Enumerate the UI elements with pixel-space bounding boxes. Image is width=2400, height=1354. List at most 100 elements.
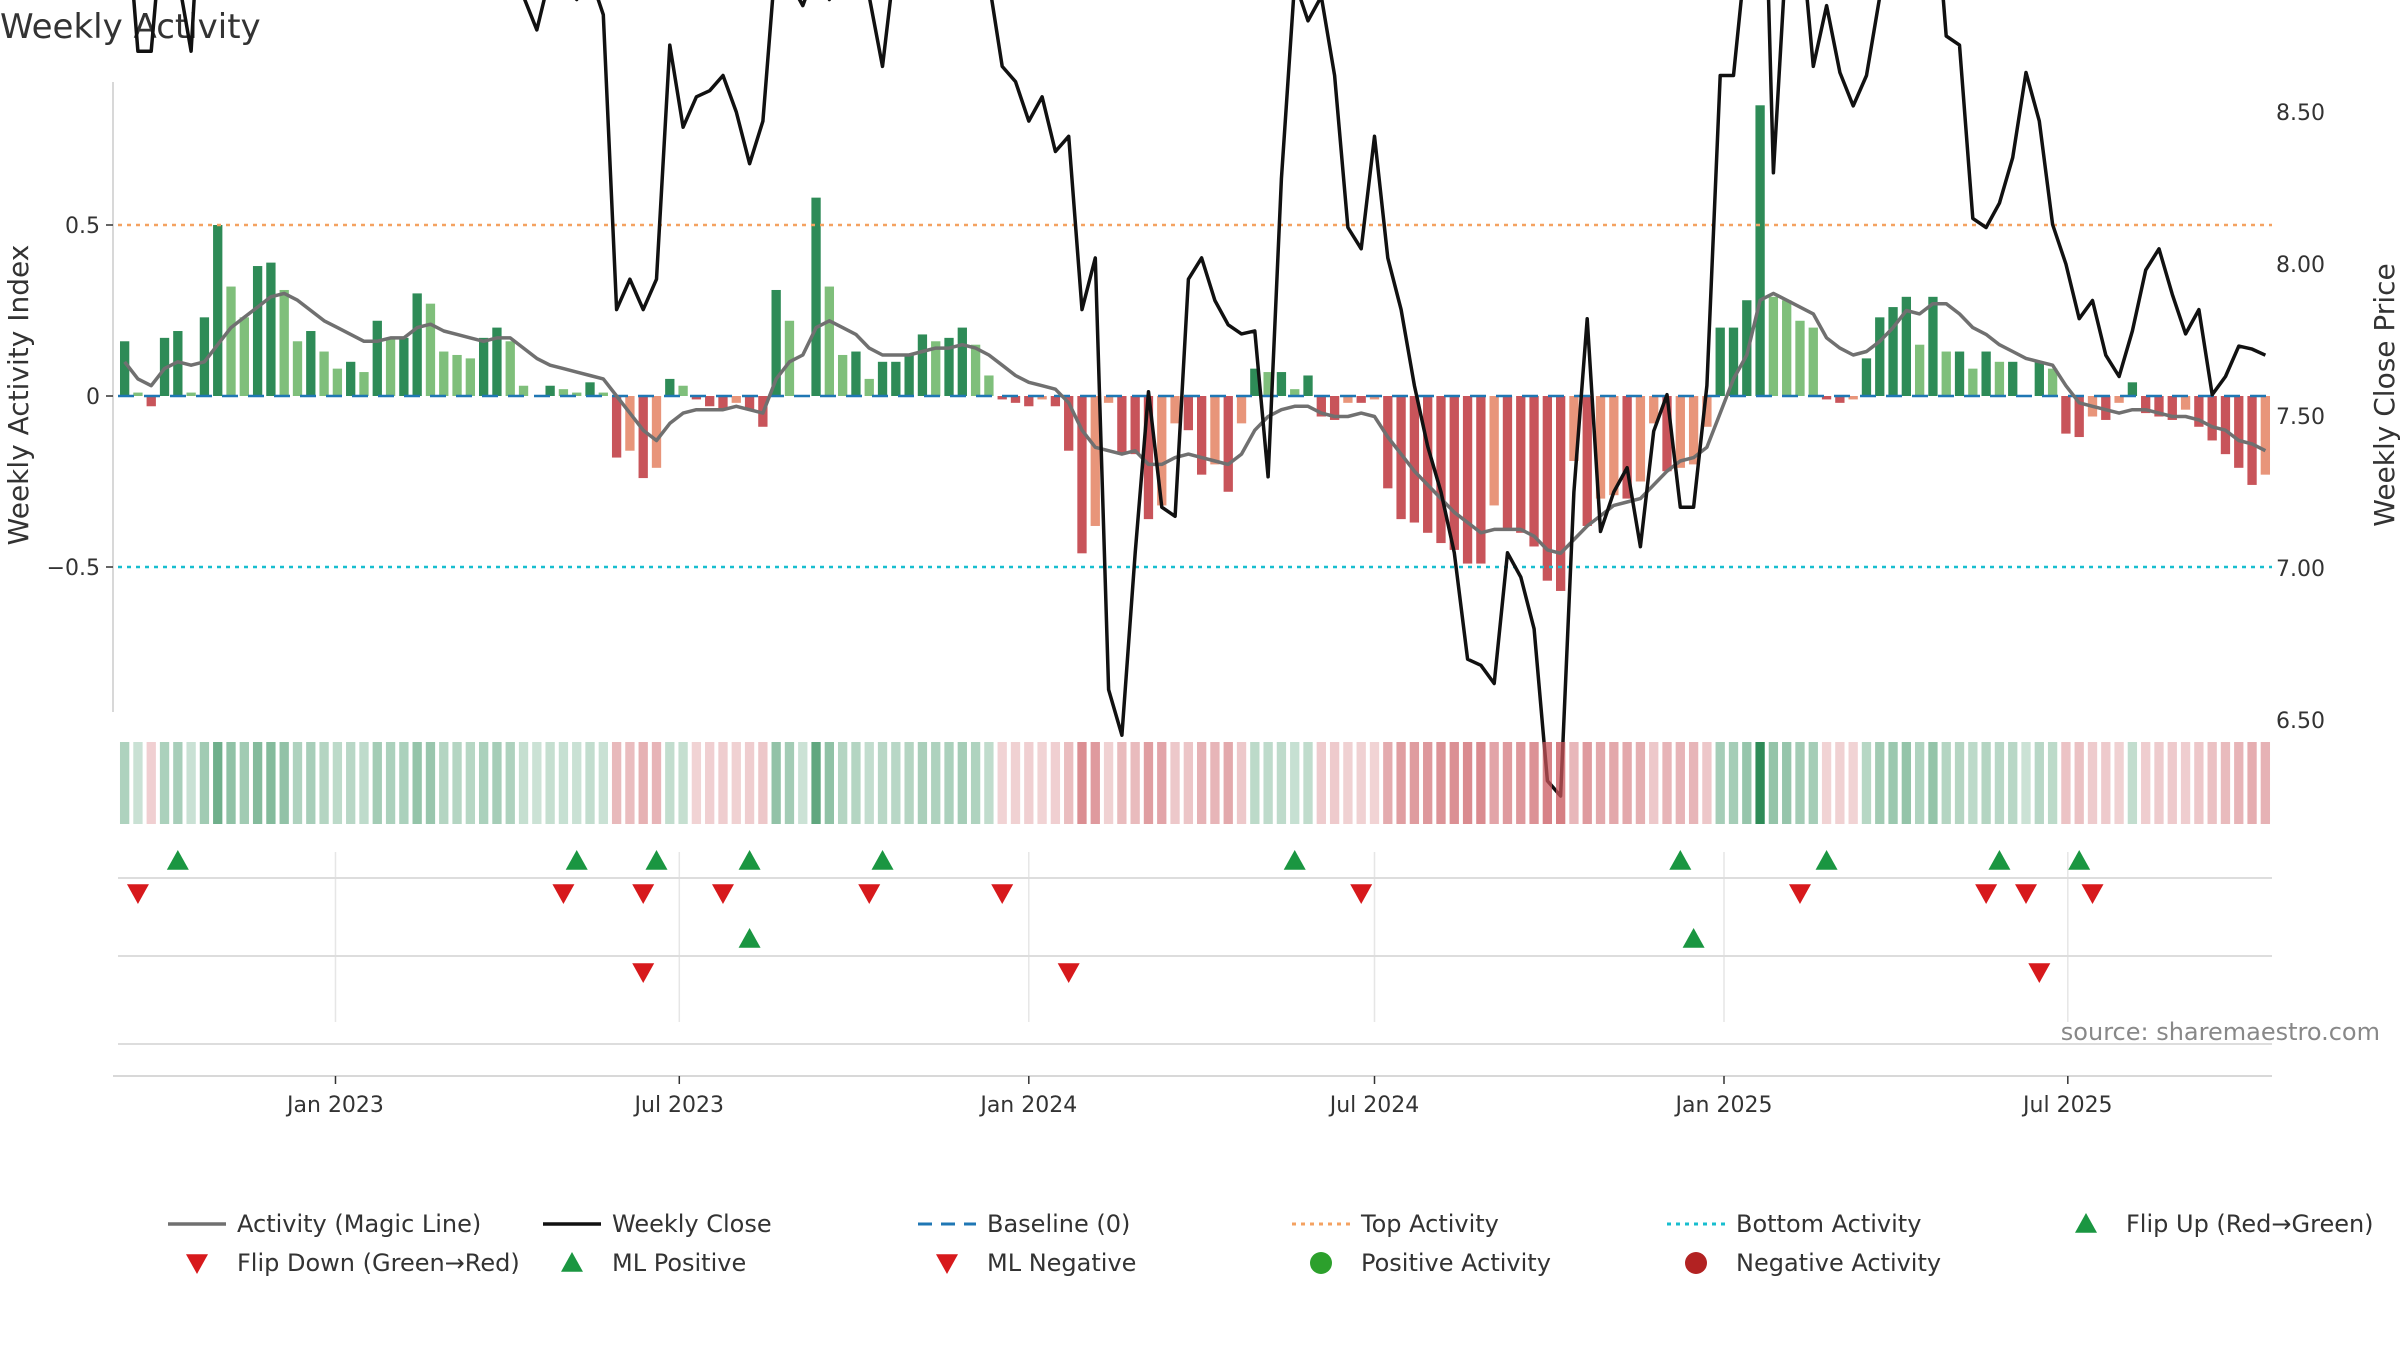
activity-bar xyxy=(891,361,901,396)
heat-strip-cell xyxy=(2114,742,2124,824)
activity-bar xyxy=(1821,396,1832,400)
flip-down-marker xyxy=(1788,884,1811,904)
heat-strip-cell xyxy=(572,742,582,824)
heat-strip-cell xyxy=(558,742,569,824)
heat-strip-cell xyxy=(545,742,555,824)
activity-bar xyxy=(1143,396,1154,520)
activity-bar xyxy=(824,286,835,396)
activity-bar xyxy=(2061,396,2071,434)
activity-bar xyxy=(2234,396,2244,468)
legend-label: Flip Up (Red→Green) xyxy=(2126,1210,2374,1238)
x-tick-label: Jan 2023 xyxy=(285,1093,384,1118)
heat-strip-cell xyxy=(931,742,941,824)
legend-swatch xyxy=(2075,1213,2097,1233)
activity-bar xyxy=(199,317,210,396)
activity-bar xyxy=(598,392,608,396)
ml-positive-marker xyxy=(738,928,761,948)
y-tick-label-right: 6.50 xyxy=(2276,709,2325,734)
activity-bar xyxy=(957,327,967,396)
activity-bar xyxy=(146,396,156,407)
legend-item: Flip Down (Green→Red) xyxy=(186,1249,520,1277)
activity-bar xyxy=(558,389,569,396)
heat-strip-cell xyxy=(891,742,901,824)
activity-bar xyxy=(1064,396,1074,451)
heat-strip-cell xyxy=(2220,742,2231,824)
heat-strip-cell xyxy=(1196,742,1207,824)
heat-strip-cell xyxy=(399,742,409,824)
flip-down-marker xyxy=(991,884,1014,904)
x-tick-label: Jul 2024 xyxy=(1328,1093,1420,1118)
axes: 0.50−0.56.507.007.508.008.509.009.5010.0… xyxy=(47,82,2325,1118)
heat-strip-cell xyxy=(1529,742,1539,824)
heat-strip-cell xyxy=(372,742,382,824)
heat-strip-cell xyxy=(970,742,981,824)
activity-bar xyxy=(1196,396,1207,475)
heat-strip-cell xyxy=(1861,742,1872,824)
flip-up-marker xyxy=(1283,850,1306,870)
activity-bar xyxy=(1928,296,1938,396)
legend-swatch xyxy=(936,1254,958,1274)
activity-bar xyxy=(1516,396,1526,533)
legend-item: Weekly Close xyxy=(543,1210,772,1238)
heat-strip-cell xyxy=(1449,742,1459,824)
heat-strip-cell xyxy=(665,742,675,824)
activity-bar xyxy=(439,351,449,396)
activity-bar xyxy=(319,351,329,396)
activity-bar xyxy=(279,289,289,396)
heat-strip-cell xyxy=(2167,742,2177,824)
flip-down-marker xyxy=(2015,884,2038,904)
activity-bar xyxy=(1329,396,1340,420)
activity-bar xyxy=(1157,396,1167,506)
activity-bar xyxy=(239,317,249,396)
activity-bar xyxy=(1848,396,1858,400)
activity-bar xyxy=(944,337,954,396)
activity-bar xyxy=(2167,396,2177,420)
activity-bar xyxy=(651,396,662,468)
heat-strip-cell xyxy=(1755,742,1765,824)
activity-bar xyxy=(2247,396,2257,485)
activity-bar xyxy=(1303,375,1313,396)
flip-down-marker xyxy=(2081,884,2104,904)
heat-strip-cell xyxy=(1064,742,1074,824)
activity-bar xyxy=(1170,396,1180,424)
y-tick-label-left: 0 xyxy=(86,385,100,410)
heat-strip-cell xyxy=(1343,742,1353,824)
heat-strip-cell xyxy=(306,742,316,824)
heat-strip-cell xyxy=(1609,742,1619,824)
heat-strip-cell xyxy=(1688,742,1699,824)
heat-strip-cell xyxy=(2034,742,2044,824)
heat-strip-cell xyxy=(1835,742,1845,824)
activity-bar xyxy=(1875,317,1885,396)
heat-strip-cell xyxy=(1090,742,1100,824)
heat-strip-cell xyxy=(2194,742,2204,824)
heat-strip-cell xyxy=(1369,742,1380,824)
heat-strip-cell xyxy=(385,742,396,824)
activity-bar xyxy=(1622,396,1632,499)
activity-bar xyxy=(1861,358,1872,396)
activity-bar xyxy=(1888,307,1898,396)
heat-strip-cell xyxy=(1183,742,1194,824)
activity-bar xyxy=(2141,396,2151,414)
heat-strip-cell xyxy=(1875,742,1885,824)
legend-label: Weekly Close xyxy=(612,1210,772,1238)
activity-bar xyxy=(1117,396,1127,455)
flip-down-marker xyxy=(1350,884,1373,904)
heat-strip-cell xyxy=(1263,742,1273,824)
flip-up-marker xyxy=(1988,850,2011,870)
heat-strip-cell xyxy=(651,742,662,824)
heat-strip-cell xyxy=(332,742,343,824)
heat-strip-cell xyxy=(1635,742,1646,824)
ml-negative-marker xyxy=(2028,963,2051,983)
flip-up-marker xyxy=(166,850,189,870)
activity-bar xyxy=(1476,396,1486,564)
heat-strip-cell xyxy=(213,742,223,824)
heat-strip-cell xyxy=(532,742,542,824)
heat-strip-cell xyxy=(2154,742,2164,824)
grid-layer xyxy=(118,852,2272,1045)
activity-bar xyxy=(970,344,981,396)
activity-bar xyxy=(1436,396,1446,544)
heat-strip-cell xyxy=(585,742,595,824)
heat-strip-cell xyxy=(119,742,130,824)
heat-strip-cell xyxy=(1024,742,1034,824)
